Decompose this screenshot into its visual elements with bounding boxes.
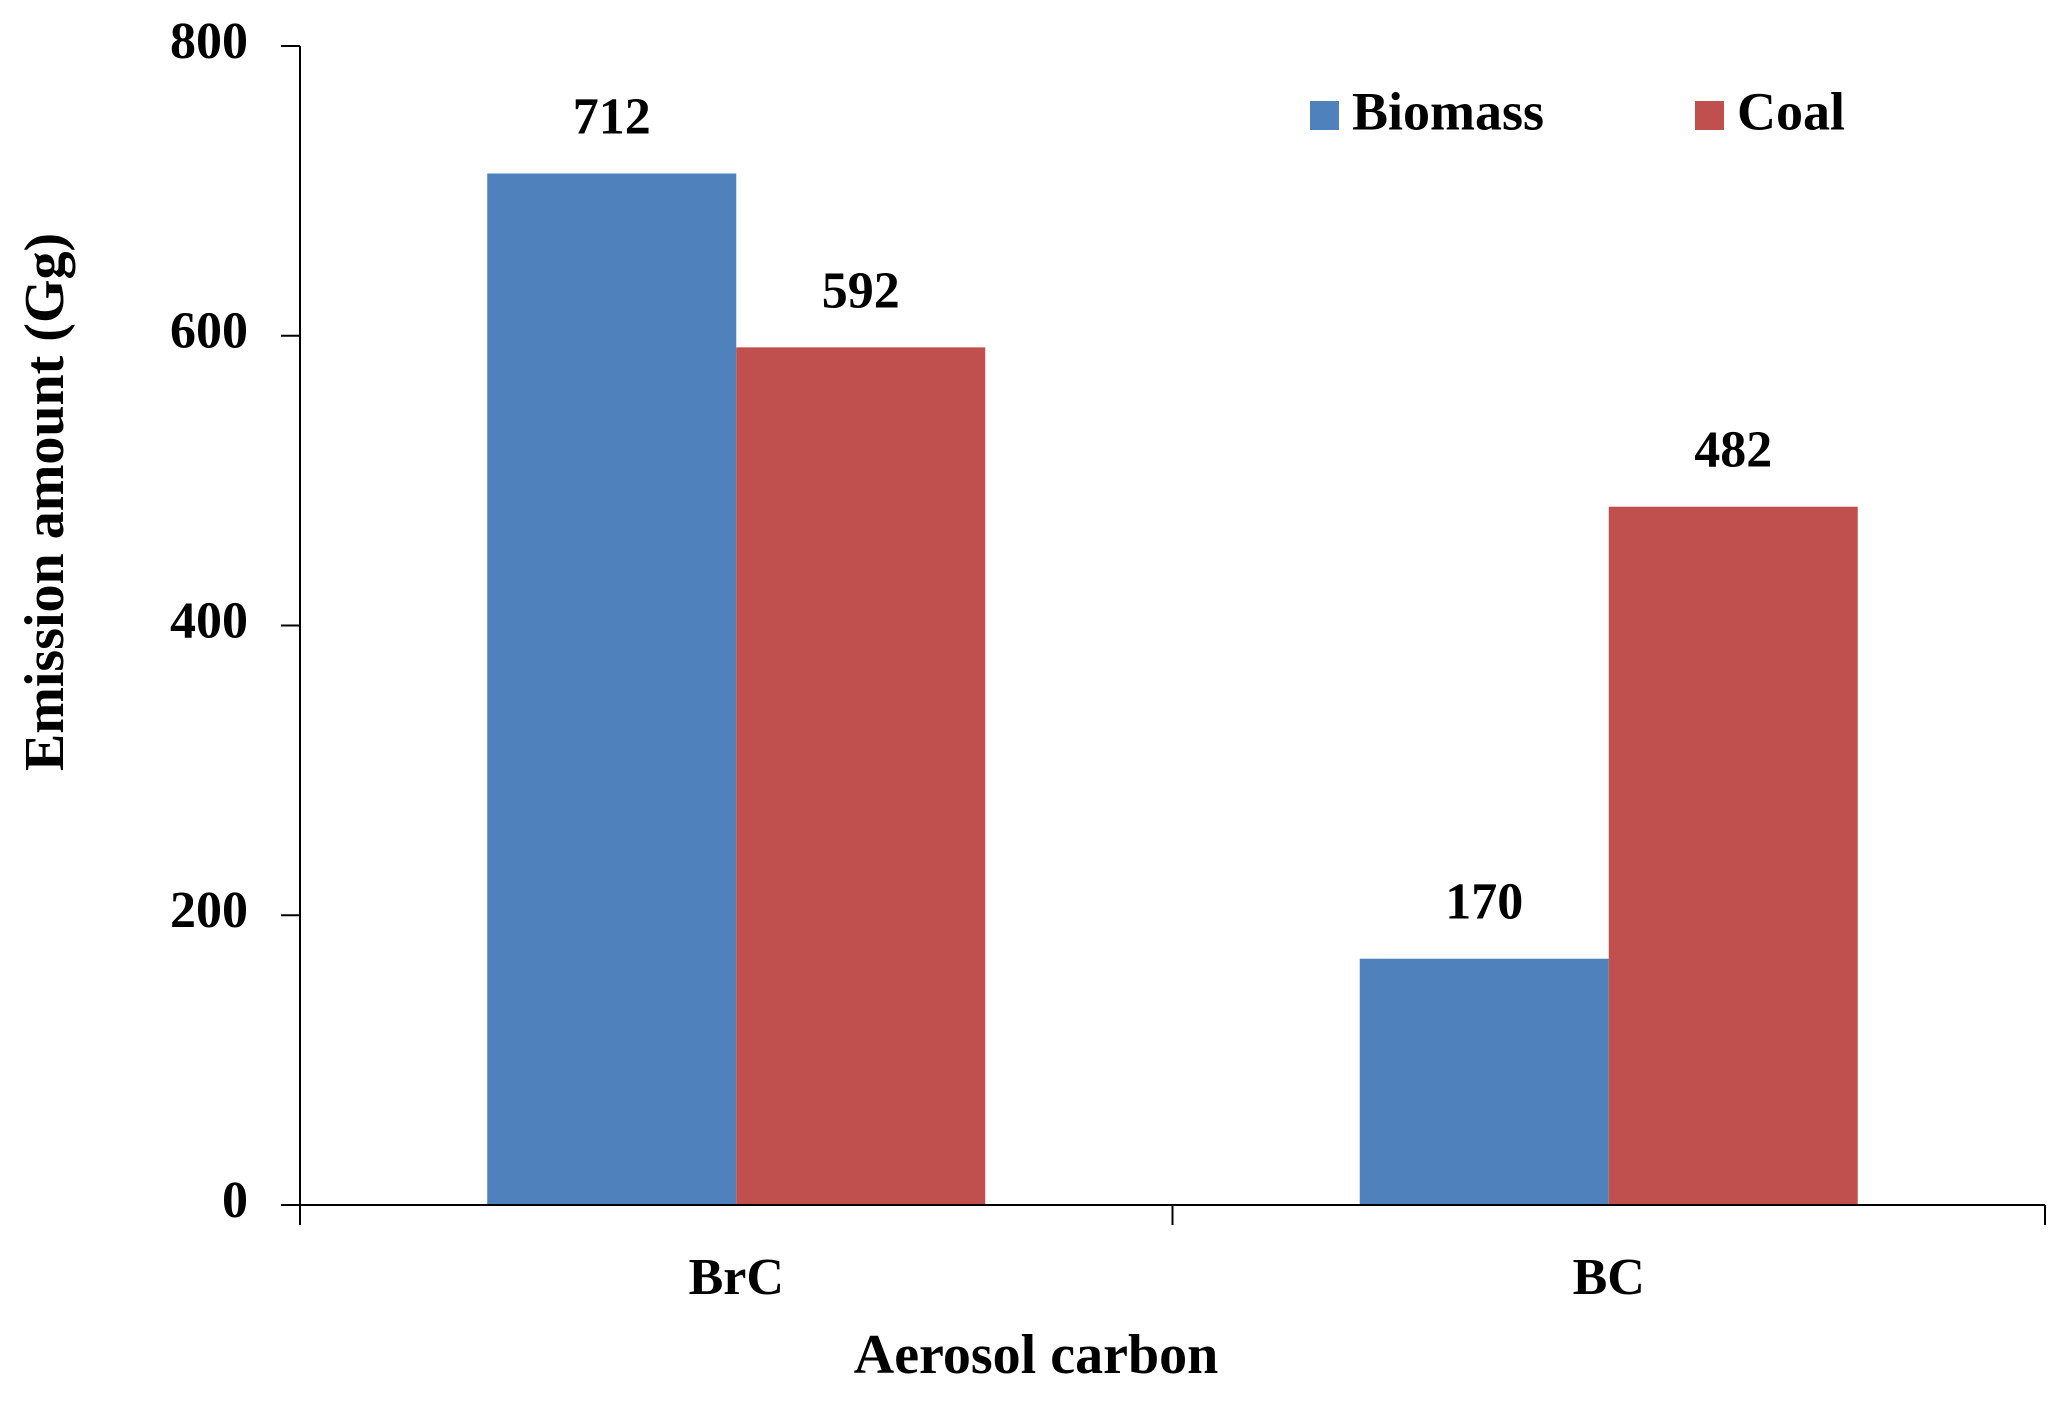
y-tick-label: 600 xyxy=(170,303,248,360)
y-tick-label: 400 xyxy=(170,592,248,649)
value-label: 482 xyxy=(1694,422,1772,479)
x-tick-label: BC xyxy=(1573,1249,1645,1306)
value-label: 592 xyxy=(822,262,900,319)
value-label: 712 xyxy=(573,88,651,145)
legend-swatch xyxy=(1310,101,1339,130)
bar xyxy=(1608,506,1858,1205)
bar xyxy=(487,173,737,1206)
value-label: 170 xyxy=(1445,874,1523,931)
x-axis-title: Aerosol carbon xyxy=(854,1324,1219,1386)
legend-swatch xyxy=(1695,101,1724,130)
bar xyxy=(1359,958,1609,1205)
y-tick-label: 0 xyxy=(222,1172,248,1229)
legend-label: Coal xyxy=(1737,81,1845,141)
bar xyxy=(736,347,986,1206)
y-tick-label: 800 xyxy=(170,13,248,70)
legend-label: Biomass xyxy=(1352,81,1544,141)
y-tick-label: 200 xyxy=(170,882,248,939)
x-tick-label: BrC xyxy=(689,1249,784,1306)
y-axis-title: Emission amount (Gg) xyxy=(14,233,76,771)
